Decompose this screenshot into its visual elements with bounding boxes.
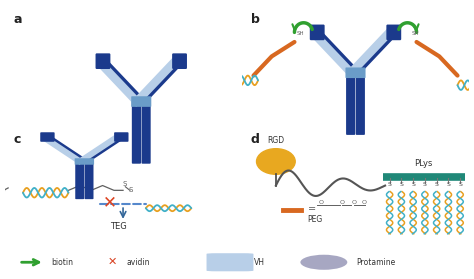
FancyBboxPatch shape [172,53,187,69]
Polygon shape [100,58,144,105]
Text: S: S [129,187,133,193]
FancyBboxPatch shape [132,101,141,164]
Text: O: O [352,199,357,205]
Text: O: O [339,199,344,205]
Polygon shape [138,58,182,105]
Text: biotin: biotin [52,258,73,267]
FancyBboxPatch shape [386,25,401,40]
FancyBboxPatch shape [75,158,94,165]
Polygon shape [82,135,124,163]
Polygon shape [98,61,142,107]
FancyBboxPatch shape [131,96,151,107]
Polygon shape [43,137,85,165]
Text: b: b [251,13,260,26]
Text: S: S [411,182,415,187]
Text: RGD: RGD [267,136,284,145]
Text: SH: SH [297,31,304,36]
Text: VH: VH [254,258,264,267]
Polygon shape [45,135,87,163]
Text: d: d [251,133,260,146]
FancyBboxPatch shape [40,132,55,142]
Text: S: S [388,182,392,187]
Text: O: O [319,199,324,205]
Text: ✕: ✕ [108,257,118,267]
FancyBboxPatch shape [142,101,151,164]
Text: SH: SH [412,31,419,36]
FancyBboxPatch shape [207,253,254,271]
FancyBboxPatch shape [114,132,128,142]
FancyBboxPatch shape [356,72,365,135]
Text: S: S [447,182,450,187]
Text: ✕: ✕ [102,193,116,211]
Polygon shape [312,32,356,78]
Text: Protamine: Protamine [356,258,396,267]
Text: S: S [435,182,438,187]
Polygon shape [314,29,358,76]
Text: S: S [400,182,403,187]
Text: S: S [423,182,427,187]
FancyBboxPatch shape [84,161,93,199]
Text: O: O [362,199,367,205]
Polygon shape [136,56,180,102]
Text: =: = [308,205,316,215]
Text: PEG: PEG [307,215,322,224]
Polygon shape [353,29,397,76]
FancyBboxPatch shape [346,68,365,78]
Text: c: c [14,133,21,146]
FancyBboxPatch shape [96,53,110,69]
Text: PLys: PLys [415,159,433,168]
FancyBboxPatch shape [310,25,325,40]
Text: a: a [14,13,22,26]
Circle shape [256,149,295,174]
FancyBboxPatch shape [75,161,84,199]
Text: S: S [122,181,127,187]
Text: TEG: TEG [110,222,127,231]
FancyBboxPatch shape [346,72,355,135]
Polygon shape [80,134,122,162]
Text: avidin: avidin [127,258,150,267]
Polygon shape [350,27,394,73]
Text: S: S [458,182,462,187]
Ellipse shape [301,255,347,270]
